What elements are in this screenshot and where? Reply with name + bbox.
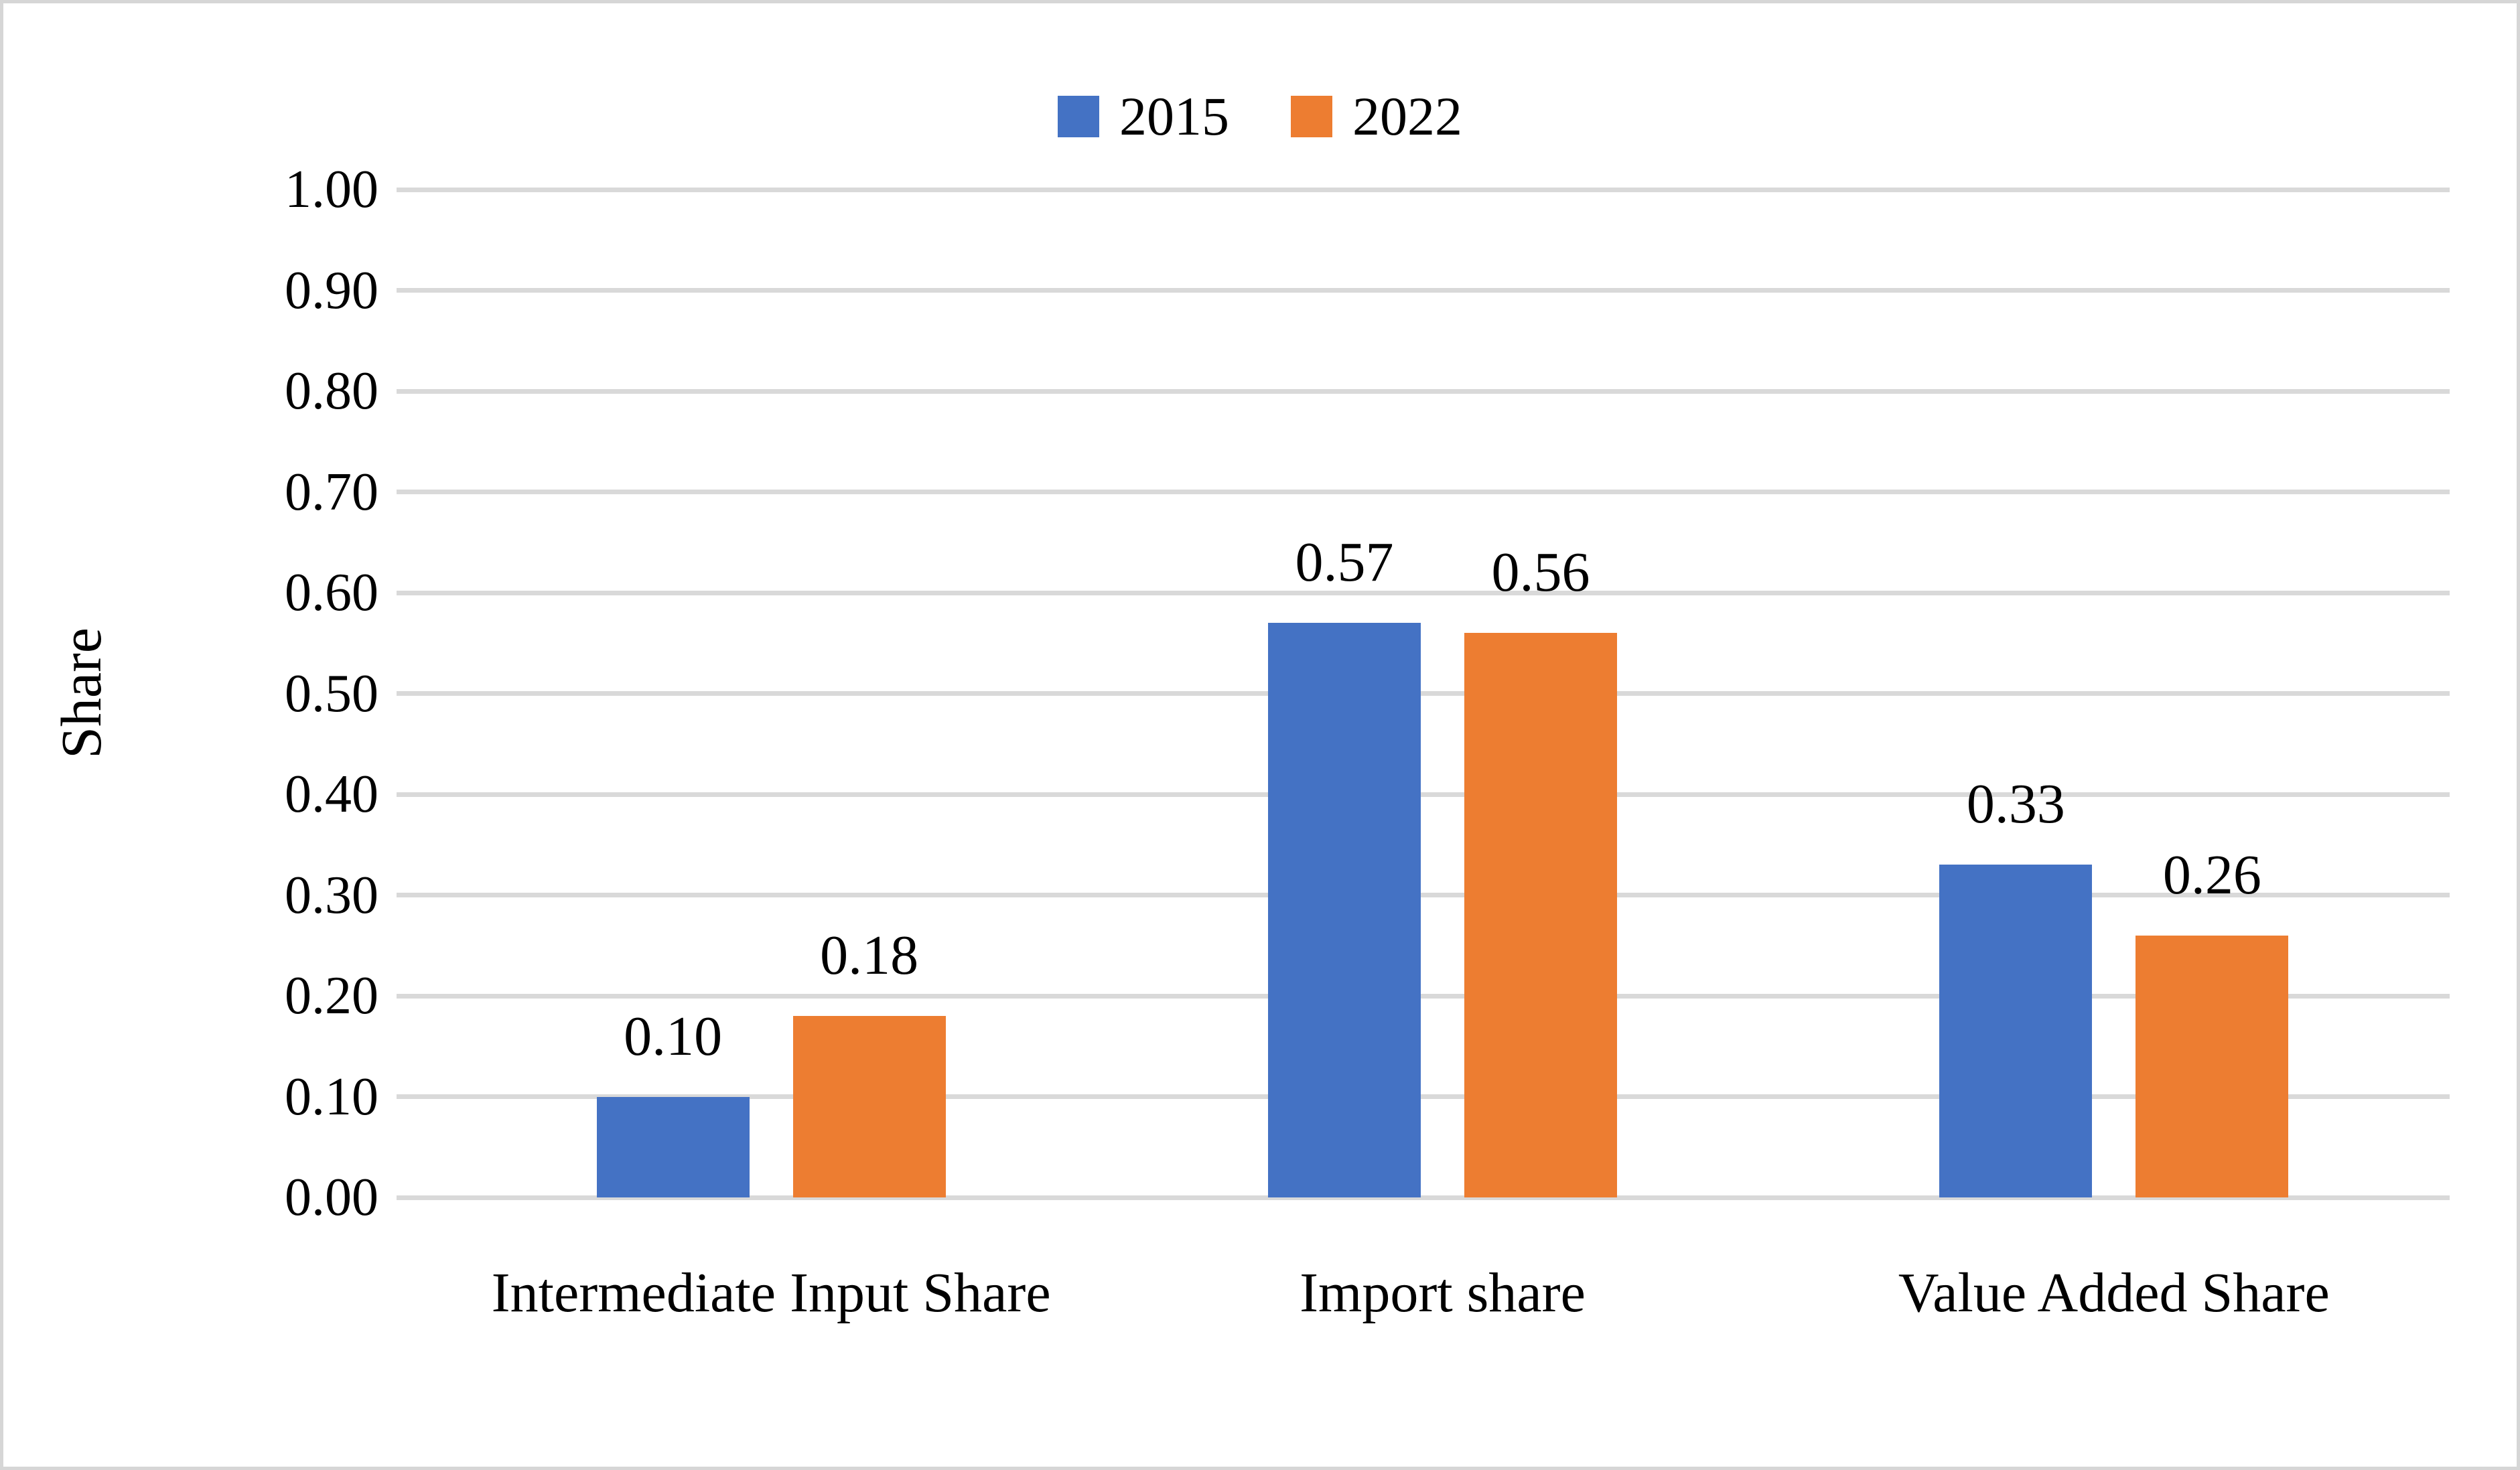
gridline-1.00 (435, 187, 2450, 192)
legend-label-2022: 2022 (1352, 86, 1462, 147)
value-label-2015-intermediate-input-share: 0.10 (624, 1005, 723, 1068)
y-tick-mark-0.70 (397, 490, 435, 494)
legend-swatch-2022 (1291, 96, 1332, 137)
gridline-0.70 (435, 490, 2450, 494)
y-tick-mark-0.00 (397, 1195, 435, 1200)
bar-2015-import-share (1268, 623, 1421, 1197)
legend-item-2022: 2022 (1291, 89, 1462, 144)
y-tick-label-0.00: 0.00 (285, 1168, 378, 1227)
y-tick-label-0.80: 0.80 (285, 362, 378, 421)
gridline-0.30 (435, 893, 2450, 897)
value-label-2015-import-share: 0.57 (1295, 531, 1394, 594)
y-tick-mark-0.40 (397, 792, 435, 797)
y-tick-label-0.90: 0.90 (285, 261, 378, 320)
value-label-2022-intermediate-input-share: 0.18 (820, 924, 919, 987)
legend-label-2015: 2015 (1119, 86, 1229, 147)
chart-legend: 2015 2022 (3, 89, 2517, 144)
gridline-0.00 (435, 1195, 2450, 1200)
gridline-0.50 (435, 691, 2450, 696)
y-tick-label-0.10: 0.10 (285, 1067, 378, 1126)
gridline-0.20 (435, 993, 2450, 999)
y-tick-label-0.50: 0.50 (285, 664, 378, 723)
category-label-import-share: Import share (1300, 1262, 1586, 1324)
value-label-2015-value-added-share: 0.33 (1966, 773, 2065, 836)
value-label-2022-value-added-share: 0.26 (2162, 843, 2261, 906)
gridline-0.90 (435, 288, 2450, 293)
y-tick-mark-0.20 (397, 993, 435, 999)
bar-2022-value-added-share (2136, 935, 2289, 1197)
gridline-0.40 (435, 792, 2450, 797)
y-tick-mark-0.30 (397, 893, 435, 897)
plot-area: 0.10 0.18 0.57 0.56 0.33 0.26 (435, 187, 2450, 1200)
gridline-0.80 (435, 388, 2450, 394)
y-tick-label-1.00: 1.00 (285, 160, 378, 219)
y-tick-label-0.20: 0.20 (285, 966, 378, 1025)
y-tick-label-0.40: 0.40 (285, 765, 378, 824)
category-label-intermediate-input-share: Intermediate Input Share (491, 1262, 1051, 1324)
y-tick-mark-1.00 (397, 187, 435, 192)
y-tick-mark-0.60 (397, 590, 435, 595)
y-tick-mark-0.50 (397, 691, 435, 696)
value-label-2022-import-share: 0.56 (1491, 541, 1590, 604)
bar-2015-value-added-share (1939, 865, 2093, 1197)
bar-2022-intermediate-input-share (792, 1016, 946, 1197)
y-tick-label-0.60: 0.60 (285, 563, 378, 622)
gridline-0.10 (435, 1094, 2450, 1099)
y-tick-label-0.30: 0.30 (285, 865, 378, 925)
y-tick-mark-0.10 (397, 1094, 435, 1099)
legend-swatch-2015 (1058, 96, 1099, 137)
y-tick-mark-0.80 (397, 388, 435, 394)
gridline-0.60 (435, 590, 2450, 595)
y-tick-mark-0.90 (397, 288, 435, 293)
bar-2022-import-share (1464, 633, 1617, 1197)
legend-item-2015: 2015 (1058, 89, 1229, 144)
y-tick-label-0.70: 0.70 (285, 462, 378, 522)
category-label-value-added-share: Value Added Share (1898, 1262, 2330, 1324)
bar-2015-intermediate-input-share (596, 1096, 750, 1197)
